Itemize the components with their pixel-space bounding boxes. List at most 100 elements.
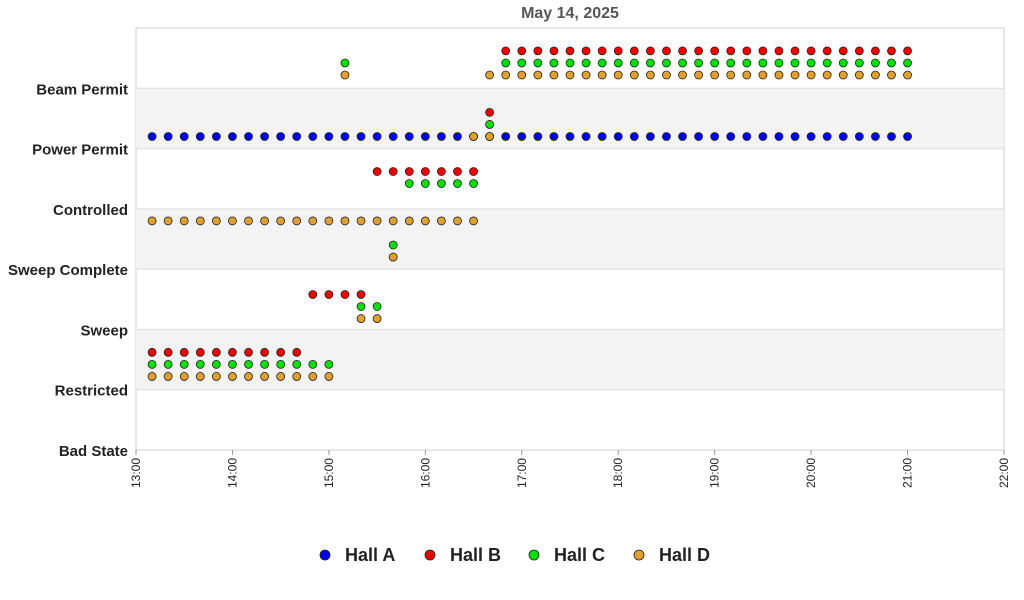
x-tick-label: 13:00 <box>129 458 143 488</box>
data-point-hall-a <box>838 132 848 141</box>
data-point-hall-d <box>903 70 912 80</box>
data-point-hall-a <box>871 132 880 141</box>
data-point-hall-c <box>710 58 720 68</box>
data-point-hall-a <box>822 132 832 141</box>
data-point-hall-d <box>340 70 350 80</box>
legend-marker <box>633 549 645 561</box>
legend-label: Hall A <box>345 545 395 565</box>
data-point-hall-a <box>629 132 639 141</box>
data-point-hall-d <box>533 70 543 80</box>
data-point-hall-c <box>678 58 687 68</box>
data-point-hall-b <box>453 167 462 176</box>
data-point-hall-b <box>903 46 912 56</box>
data-point-hall-d <box>195 372 205 381</box>
data-point-hall-d <box>742 70 752 80</box>
data-point-hall-d <box>420 216 430 226</box>
data-point-hall-c <box>356 302 366 311</box>
legend: Hall A Hall B Hall C Hall D <box>319 545 710 565</box>
data-point-hall-b <box>276 347 286 357</box>
data-point-hall-a <box>694 132 703 141</box>
data-point-hall-a <box>645 132 655 141</box>
data-point-hall-a <box>710 132 720 141</box>
data-point-hall-c <box>565 58 575 68</box>
data-point-hall-b <box>613 46 623 56</box>
data-point-hall-b <box>211 347 221 357</box>
data-point-hall-a <box>806 132 816 141</box>
data-point-hall-c <box>195 359 205 369</box>
x-tick-label: 17:00 <box>515 458 529 488</box>
data-point-hall-b <box>179 347 189 357</box>
data-point-hall-a <box>276 132 286 141</box>
data-point-hall-c <box>533 58 543 68</box>
data-point-hall-a <box>678 132 687 141</box>
data-point-hall-c <box>388 240 398 250</box>
y-axis: Bad State Restricted Sweep Sweep Complete Co… <box>8 81 128 460</box>
data-point-hall-c <box>453 179 462 188</box>
data-point-hall-c <box>420 179 430 188</box>
data-point-hall-d <box>292 372 302 381</box>
data-point-hall-c <box>147 359 157 369</box>
data-point-hall-a <box>758 132 768 141</box>
y-tick-label: Bad State <box>59 443 128 460</box>
data-point-hall-d <box>147 216 157 226</box>
data-point-hall-d <box>838 70 848 80</box>
data-point-hall-b <box>485 108 495 117</box>
data-point-hall-c <box>613 58 623 68</box>
data-point-hall-b <box>147 347 157 357</box>
data-point-hall-c <box>244 359 253 369</box>
data-point-hall-d <box>340 216 350 226</box>
data-point-hall-a <box>163 132 173 141</box>
data-point-hall-b <box>292 347 302 357</box>
data-point-hall-c <box>485 120 495 129</box>
data-point-hall-a <box>581 132 591 141</box>
data-point-hall-d <box>388 252 398 262</box>
data-point-hall-b <box>710 46 720 56</box>
data-point-hall-b <box>163 347 173 357</box>
data-point-hall-d <box>179 372 189 381</box>
data-point-hall-b <box>324 290 334 299</box>
data-point-hall-b <box>806 46 816 56</box>
data-point-hall-b <box>420 167 430 176</box>
x-tick-label: 14:00 <box>225 458 239 488</box>
data-point-hall-b <box>533 46 543 56</box>
data-point-hall-b <box>678 46 687 56</box>
data-point-hall-a <box>790 132 800 141</box>
x-tick-label: 20:00 <box>804 458 818 488</box>
data-point-hall-c <box>758 58 768 68</box>
data-point-hall-d <box>613 70 623 80</box>
data-point-hall-d <box>324 372 334 381</box>
data-point-hall-b <box>565 46 575 56</box>
data-point-hall-b <box>645 46 655 56</box>
data-point-hall-d <box>485 70 495 80</box>
data-point-hall-a <box>308 132 318 141</box>
legend-label: Hall C <box>554 545 605 565</box>
data-point-hall-b <box>501 46 511 56</box>
data-point-hall-a <box>533 132 543 141</box>
data-point-hall-d <box>694 70 703 80</box>
data-point-hall-c <box>903 58 912 68</box>
data-point-hall-a <box>453 132 462 141</box>
data-point-hall-a <box>340 132 350 141</box>
data-point-hall-d <box>179 216 189 226</box>
data-point-hall-d <box>597 70 607 80</box>
x-tick-label: 18:00 <box>611 458 625 488</box>
data-point-hall-d <box>565 70 575 80</box>
y-tick-label: Sweep <box>80 322 128 339</box>
data-point-hall-a <box>195 132 205 141</box>
data-point-hall-b <box>372 167 382 176</box>
data-point-hall-b <box>549 46 559 56</box>
data-point-hall-a <box>147 132 157 141</box>
data-point-hall-a <box>292 132 302 141</box>
data-point-hall-d <box>854 70 864 80</box>
data-point-hall-d <box>211 372 221 381</box>
data-point-hall-a <box>179 132 189 141</box>
data-point-hall-c <box>292 359 302 369</box>
data-point-hall-d <box>549 70 559 80</box>
data-point-hall-c <box>838 58 848 68</box>
data-point-hall-a <box>372 132 382 141</box>
data-point-hall-d <box>276 216 286 226</box>
data-point-hall-c <box>549 58 559 68</box>
data-point-hall-c <box>645 58 655 68</box>
data-point-hall-c <box>806 58 816 68</box>
data-point-hall-d <box>662 70 671 80</box>
